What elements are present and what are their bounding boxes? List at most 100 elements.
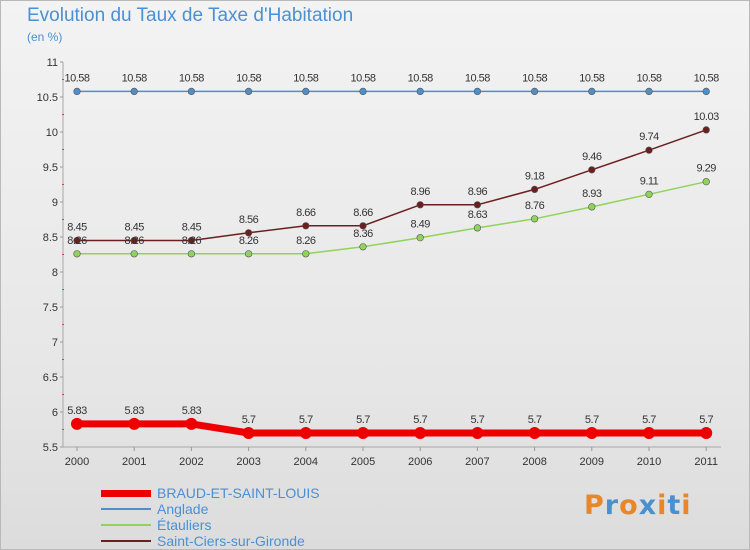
data-label: 10.58 xyxy=(408,72,433,84)
data-point xyxy=(302,222,310,230)
data-label: 5.7 xyxy=(528,414,542,426)
logo-letter: r xyxy=(604,490,620,521)
y-tick-label: 6.5 xyxy=(43,372,58,384)
data-point xyxy=(528,427,541,439)
data-point xyxy=(357,427,369,439)
data-point xyxy=(530,87,539,95)
legend-swatch-etauliers xyxy=(101,524,151,526)
x-tick-label: 2001 xyxy=(122,456,146,468)
data-label: 8.45 xyxy=(182,222,202,234)
data-label: 5.7 xyxy=(585,414,599,426)
logo-letter: t xyxy=(667,490,682,521)
data-point xyxy=(645,190,653,198)
data-point xyxy=(530,185,539,193)
series-line-3 xyxy=(77,129,707,242)
x-tick-label: 2000 xyxy=(65,456,89,468)
data-label: 5.7 xyxy=(642,414,656,426)
x-tick-label: 2010 xyxy=(637,456,661,468)
data-point xyxy=(130,236,138,245)
data-label: 10.58 xyxy=(522,72,547,84)
data-point xyxy=(416,201,424,209)
data-label: 8.26 xyxy=(182,235,202,247)
logo-letter: x xyxy=(638,490,658,521)
data-point xyxy=(299,427,312,439)
x-tick-label: 2009 xyxy=(580,456,604,468)
y-tick-label: 10 xyxy=(46,127,58,139)
y-tick-label: 8 xyxy=(52,267,58,279)
data-point xyxy=(242,427,255,439)
data-label: 5.7 xyxy=(471,414,485,426)
data-label: 8.45 xyxy=(124,222,144,234)
data-label: 8.26 xyxy=(67,235,87,247)
data-label: 10.58 xyxy=(236,72,261,84)
data-label: 9.18 xyxy=(525,170,545,182)
x-tick-label: 2004 xyxy=(294,456,318,468)
data-label: 5.7 xyxy=(413,414,427,426)
data-label: 8.96 xyxy=(410,186,430,198)
data-label: 8.93 xyxy=(582,188,602,200)
legend-swatch-braud xyxy=(101,489,151,497)
data-label: 8.56 xyxy=(239,214,259,226)
data-point xyxy=(71,417,83,430)
data-label: 8.66 xyxy=(353,207,373,219)
legend-label-braud: BRAUD-ET-SAINT-LOUIS xyxy=(157,485,320,501)
legend-label-anglade: Anglade xyxy=(157,501,209,517)
x-tick-label: 2002 xyxy=(179,456,203,468)
data-label: 8.49 xyxy=(410,219,430,231)
data-point xyxy=(473,87,482,95)
data-label: 5.83 xyxy=(124,405,144,417)
data-point xyxy=(185,417,198,430)
data-point xyxy=(588,203,596,211)
data-point xyxy=(645,87,653,95)
data-point xyxy=(245,87,253,95)
x-tick-label: 2006 xyxy=(408,456,432,468)
legend-label-etauliers: Étauliers xyxy=(157,517,212,533)
series-line-0 xyxy=(77,420,707,437)
y-tick-label: 10.5 xyxy=(37,92,58,104)
data-point xyxy=(130,250,138,258)
data-label: 8.26 xyxy=(296,235,316,247)
data-label: 10.58 xyxy=(293,72,318,84)
data-point xyxy=(187,87,195,95)
y-tick-label: 9 xyxy=(52,197,58,209)
data-label: 10.58 xyxy=(122,72,147,84)
data-label: 10.58 xyxy=(694,72,719,84)
x-tick-label: 2008 xyxy=(522,456,546,468)
data-label: 8.45 xyxy=(67,222,87,234)
data-label: 10.58 xyxy=(636,72,661,84)
data-label: 8.26 xyxy=(124,235,144,247)
data-label: 8.96 xyxy=(468,186,488,198)
data-point xyxy=(643,427,655,439)
series-line-2 xyxy=(77,180,707,255)
data-point xyxy=(187,236,195,245)
data-point xyxy=(245,229,253,237)
data-point xyxy=(302,250,310,258)
data-point xyxy=(416,234,424,242)
legend-swatch-saint-ciers xyxy=(101,540,151,542)
x-tick-label: 2007 xyxy=(465,456,489,468)
data-point xyxy=(416,87,424,95)
data-point xyxy=(128,417,141,430)
chart-title: Evolution du Taux de Taxe d'Habitation xyxy=(27,5,354,26)
data-point xyxy=(471,427,484,439)
legend-swatch-anglade xyxy=(101,508,151,510)
logo-letter: i xyxy=(681,490,692,521)
data-label: 5.7 xyxy=(299,414,313,426)
data-point xyxy=(245,250,253,258)
data-point xyxy=(530,215,539,223)
data-point xyxy=(130,87,138,95)
data-label: 8.26 xyxy=(239,235,259,247)
data-point xyxy=(702,87,710,95)
data-point xyxy=(302,87,310,95)
data-point xyxy=(473,201,482,209)
x-tick-label: 2005 xyxy=(351,456,375,468)
y-tick-label: 9.5 xyxy=(43,162,58,174)
data-label: 9.29 xyxy=(696,163,716,175)
data-label: 10.58 xyxy=(465,72,490,84)
data-point xyxy=(473,224,482,232)
data-point xyxy=(187,250,195,258)
data-label: 10.58 xyxy=(350,72,375,84)
data-point xyxy=(73,250,81,258)
data-label: 10.58 xyxy=(579,72,604,84)
